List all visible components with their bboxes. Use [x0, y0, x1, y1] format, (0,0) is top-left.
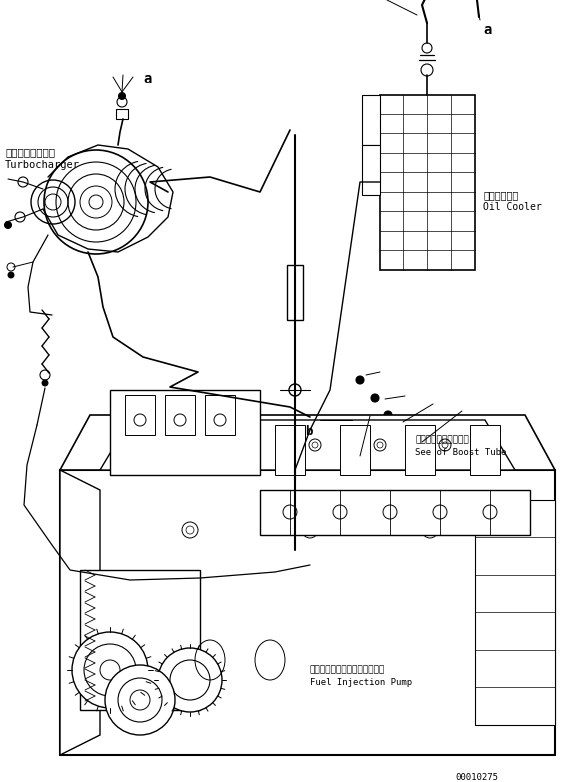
Circle shape	[374, 439, 386, 451]
Circle shape	[356, 376, 364, 384]
Circle shape	[158, 648, 222, 712]
Text: Oil Cooler: Oil Cooler	[483, 202, 542, 212]
Circle shape	[174, 414, 186, 426]
Circle shape	[289, 384, 301, 396]
Circle shape	[351, 436, 359, 444]
Bar	[340, 425, 370, 475]
Bar	[470, 425, 500, 475]
Circle shape	[134, 414, 146, 426]
Circle shape	[182, 522, 198, 538]
Text: b: b	[305, 425, 313, 438]
Circle shape	[421, 64, 433, 76]
Circle shape	[309, 439, 321, 451]
Text: a: a	[143, 72, 151, 86]
Polygon shape	[60, 415, 555, 470]
Circle shape	[170, 660, 210, 700]
Circle shape	[333, 505, 347, 519]
Circle shape	[130, 690, 150, 710]
Bar	[362, 95, 380, 145]
Bar	[165, 395, 195, 435]
Text: ターボチャージャ: ターボチャージャ	[5, 147, 55, 157]
Bar	[116, 109, 128, 119]
Circle shape	[42, 380, 48, 386]
Bar	[380, 95, 475, 270]
Text: ブーストチューブ参図: ブーストチューブ参図	[415, 435, 469, 444]
Circle shape	[114, 439, 126, 451]
Bar	[405, 425, 435, 475]
Bar	[260, 490, 530, 535]
Bar	[205, 395, 235, 435]
Bar	[125, 395, 155, 435]
Text: See of Boost Tube: See of Boost Tube	[415, 448, 506, 457]
Circle shape	[302, 522, 318, 538]
Circle shape	[117, 442, 123, 448]
Circle shape	[8, 272, 14, 278]
Circle shape	[100, 660, 120, 680]
Circle shape	[383, 505, 397, 519]
Bar	[287, 265, 303, 320]
Bar	[110, 390, 260, 475]
Circle shape	[398, 426, 406, 434]
Circle shape	[377, 442, 383, 448]
Text: a: a	[483, 23, 491, 37]
Bar	[80, 570, 200, 710]
Circle shape	[179, 439, 191, 451]
Circle shape	[84, 644, 136, 696]
Text: Fuel Injection Pump: Fuel Injection Pump	[310, 678, 412, 687]
Circle shape	[433, 505, 447, 519]
Circle shape	[214, 414, 226, 426]
Circle shape	[105, 665, 175, 735]
Bar	[475, 500, 555, 725]
Circle shape	[119, 92, 126, 99]
Circle shape	[118, 678, 162, 722]
Circle shape	[422, 43, 432, 53]
Circle shape	[244, 439, 256, 451]
Circle shape	[5, 221, 12, 228]
Text: オイルクーラ: オイルクーラ	[483, 190, 518, 200]
Bar	[362, 145, 380, 195]
Circle shape	[384, 411, 392, 419]
Circle shape	[312, 442, 318, 448]
Circle shape	[283, 505, 297, 519]
Circle shape	[422, 522, 438, 538]
Circle shape	[72, 632, 148, 708]
Circle shape	[483, 505, 497, 519]
Circle shape	[439, 439, 451, 451]
Polygon shape	[100, 420, 515, 470]
Circle shape	[182, 442, 188, 448]
Polygon shape	[60, 470, 100, 755]
Circle shape	[371, 394, 379, 402]
Bar	[275, 425, 305, 475]
Text: 00010275: 00010275	[455, 773, 498, 782]
Text: フェルインジェクションポンプ: フェルインジェクションポンプ	[310, 665, 385, 674]
Text: Turbocharger: Turbocharger	[5, 160, 80, 170]
Bar	[60, 470, 555, 755]
Circle shape	[247, 442, 253, 448]
Circle shape	[442, 442, 448, 448]
